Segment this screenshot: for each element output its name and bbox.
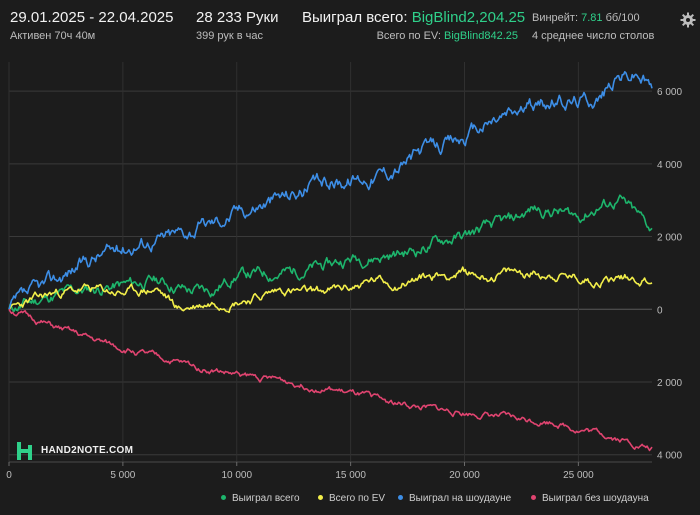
y-tick-label: 2 000 <box>657 378 682 389</box>
active-time: Активен 70ч 40м <box>10 30 96 42</box>
winrate: Винрейт: 7.81 бб/100 <box>532 12 640 24</box>
x-tick-label: 15 000 <box>335 470 366 481</box>
x-tick-label: 5 000 <box>110 470 135 481</box>
ev-total-label: Всего по EV: <box>376 30 441 42</box>
legend-label: Всего по EV <box>329 493 386 504</box>
won-total-value: BigBlind2,204.25 <box>411 9 526 26</box>
hand2note-logo-icon <box>17 442 32 460</box>
hand2note-logo: HAND2NOTE.COM <box>17 442 133 460</box>
y-tick-label: 2 000 <box>657 233 682 244</box>
winrate-unit: бб/100 <box>605 12 640 24</box>
legend-item-no-showdown[interactable]: Выиграл без шоудауна <box>531 493 649 504</box>
x-tick-label: 25 000 <box>563 470 594 481</box>
date-range: 29.01.2025 - 22.04.2025 <box>10 9 174 26</box>
legend-dot <box>398 494 403 500</box>
hands-per-hour: 399 рук в час <box>196 30 264 42</box>
y-tick-label: 6 000 <box>657 87 682 98</box>
legend-item-won-total[interactable]: Выиграл всего <box>221 493 300 504</box>
legend-label: Выиграл без шоудауна <box>542 493 649 504</box>
y-tick-label: 4 000 <box>657 451 682 462</box>
winrate-label: Винрейт: <box>532 12 579 24</box>
series-line-3 <box>8 308 653 452</box>
chart-ticks: 6 000 4 000 2 000 0 2 000 4 000 0 5 000 10 000 15… <box>6 87 682 481</box>
ev-total: Всего по EV: BigBlind842.25 <box>377 30 518 42</box>
chart-series <box>8 71 653 452</box>
hand2note-logo-text: HAND2NOTE.COM <box>41 445 134 456</box>
x-tick-label: 20 000 <box>449 470 480 481</box>
summary-header: 29.01.2025 - 22.04.2025 Активен 70ч 40м … <box>0 0 700 46</box>
legend-dot <box>221 494 226 500</box>
legend-item-ev[interactable]: Всего по EV <box>318 493 385 504</box>
series-line-2 <box>8 71 653 310</box>
won-total-label: Выиграл всего: <box>302 9 408 26</box>
ev-total-value: BigBlind842.25 <box>443 30 518 42</box>
y-tick-label: 0 <box>657 305 663 316</box>
legend-label: Выиграл на шоудауне <box>409 493 512 504</box>
x-tick-label: 10 000 <box>221 470 252 481</box>
series-line-0 <box>8 194 653 313</box>
series-line-1 <box>8 266 653 314</box>
legend-label: Выиграл всего <box>232 493 300 504</box>
chart-grid <box>8 62 652 463</box>
won-total: Выиграл всего: BigBlind2,204.25 <box>302 9 525 26</box>
x-tick-label: 0 <box>6 470 12 481</box>
legend-dot <box>318 494 323 500</box>
avg-tables: 4 среднее число столов <box>532 30 655 42</box>
legend-dot <box>531 494 536 500</box>
hands-count: 28 233 Руки <box>196 9 279 26</box>
chart-legend: Выиграл всего Всего по EV Выиграл на шоу… <box>0 493 700 507</box>
winrate-value: 7.81 <box>581 12 603 24</box>
y-tick-label: 4 000 <box>657 160 682 171</box>
gear-icon[interactable] <box>680 12 696 28</box>
legend-item-showdown[interactable]: Выиграл на шоудауне <box>398 493 511 504</box>
